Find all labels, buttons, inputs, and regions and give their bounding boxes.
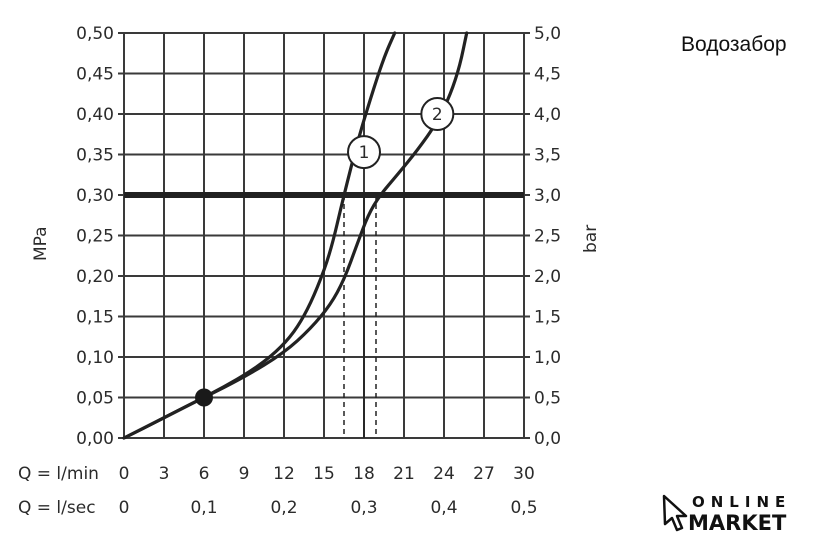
x-tick-label-sec: 0,2: [270, 498, 297, 518]
y-tick-label-left: 0,35: [76, 146, 114, 166]
y-axis-label-right: bar: [581, 225, 601, 253]
y-tick-label-right: 3,5: [534, 146, 561, 166]
y-tick-label-right: 2,5: [534, 227, 561, 247]
x-axis-label-min: Q = l/min: [18, 464, 99, 484]
y-tick-label-left: 0,20: [76, 267, 114, 287]
logo-line1: ONLINE: [692, 493, 791, 511]
x-tick-label-min: 21: [393, 464, 415, 484]
online-market-logo: ONLINE MARKET: [662, 490, 802, 534]
y-tick-label-left: 0,40: [76, 105, 114, 125]
y-tick-label-left: 0,45: [76, 65, 114, 85]
x-tick-label-sec: 0,4: [430, 498, 457, 518]
y-tick-label-right: 0,0: [534, 429, 561, 449]
x-tick-label-min: 27: [473, 464, 495, 484]
x-tick-label-min: 0: [119, 464, 130, 484]
x-axis-label-sec: Q = l/sec: [18, 498, 96, 518]
x-tick-label-min: 15: [313, 464, 335, 484]
y-tick-label-right: 1,0: [534, 348, 561, 368]
x-tick-label-sec: 0,3: [350, 498, 377, 518]
cursor-icon: [664, 496, 686, 530]
reference-point: [195, 389, 213, 407]
x-tick-label-min: 30: [513, 464, 535, 484]
series-label-1: 1: [359, 143, 370, 163]
tick-labels: 0,000,050,100,150,200,250,300,350,400,45…: [76, 24, 561, 518]
x-tick-label-min: 9: [239, 464, 250, 484]
x-tick-label-min: 6: [199, 464, 210, 484]
y-tick-label-right: 5,0: [534, 24, 561, 44]
logo-line2: MARKET: [688, 511, 787, 534]
series-label-2: 2: [432, 105, 443, 125]
y-tick-label-left: 0,25: [76, 227, 114, 247]
y-axis-label-left: MPa: [31, 226, 51, 261]
y-tick-label-right: 1,5: [534, 308, 561, 328]
y-tick-label-right: 4,5: [534, 65, 561, 85]
y-tick-label-left: 0,30: [76, 186, 114, 206]
y-tick-label-left: 0,15: [76, 308, 114, 328]
x-tick-label-min: 3: [159, 464, 170, 484]
x-tick-label-sec: 0: [119, 498, 130, 518]
grid: [118, 33, 530, 438]
y-tick-label-right: 0,5: [534, 389, 561, 409]
y-tick-label-left: 0,50: [76, 24, 114, 44]
x-tick-label-min: 12: [273, 464, 295, 484]
x-tick-label-sec: 0,5: [510, 498, 537, 518]
x-tick-label-sec: 0,1: [190, 498, 217, 518]
x-tick-label-min: 24: [433, 464, 455, 484]
y-tick-label-right: 2,0: [534, 267, 561, 287]
x-tick-label-min: 18: [353, 464, 375, 484]
side-label: Водозабор: [681, 33, 787, 57]
y-tick-label-right: 3,0: [534, 186, 561, 206]
y-tick-label-left: 0,10: [76, 348, 114, 368]
y-tick-label-left: 0,00: [76, 429, 114, 449]
y-tick-label-left: 0,05: [76, 389, 114, 409]
y-tick-label-right: 4,0: [534, 105, 561, 125]
